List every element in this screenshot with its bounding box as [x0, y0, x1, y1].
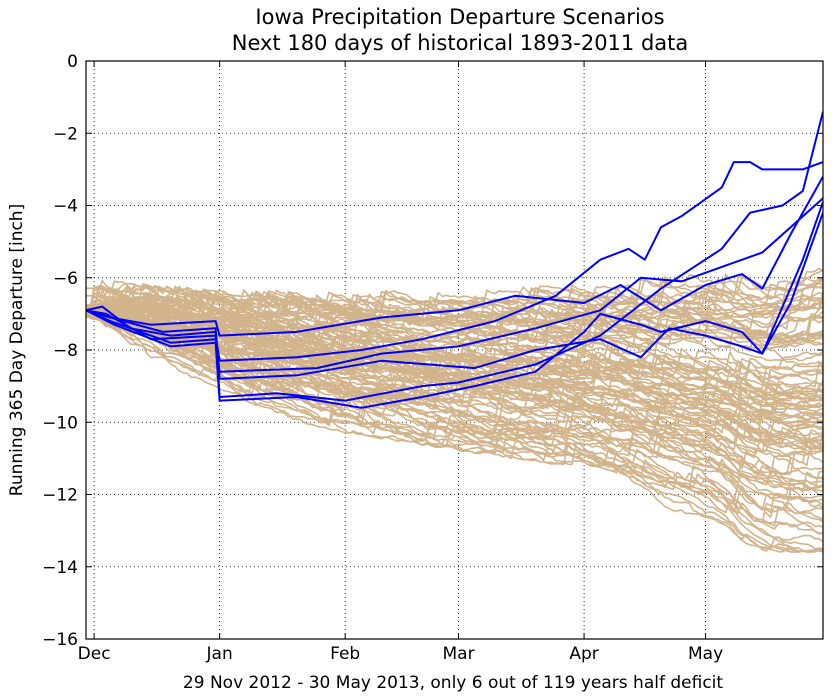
x-tick-label: May — [688, 644, 723, 664]
y-tick-label: −8 — [53, 341, 78, 361]
scenario-line — [86, 310, 823, 524]
scenario-line — [86, 304, 823, 553]
half-deficit-lines — [86, 111, 823, 409]
half-deficit-line — [86, 197, 823, 373]
scenario-line — [86, 312, 823, 553]
x-axis-label: 29 Nov 2012 - 30 May 2013, only 6 out of… — [183, 673, 723, 693]
half-deficit-line — [86, 212, 823, 380]
half-deficit-line — [86, 176, 823, 337]
y-axis-label: Running 365 Day Departure [inch] — [7, 204, 27, 496]
scenario-line — [86, 309, 823, 490]
y-tick-label: −4 — [53, 197, 78, 217]
scenario-line — [86, 308, 823, 528]
scenario-line — [86, 311, 823, 500]
y-tick-label: −10 — [42, 413, 78, 433]
chart-subtitle: Next 180 days of historical 1893-2011 da… — [232, 31, 689, 55]
x-tick-label: Jan — [206, 644, 233, 664]
y-tick-label: −6 — [53, 269, 78, 289]
scenario-line — [86, 302, 823, 359]
y-tick-label: −14 — [42, 558, 78, 578]
half-deficit-line — [86, 201, 823, 409]
scenario-line — [86, 310, 823, 437]
scenario-line — [86, 274, 823, 315]
x-tick-label: Apr — [569, 644, 598, 664]
scenario-line — [86, 311, 823, 527]
x-tick-label: Mar — [443, 644, 475, 664]
scenario-line — [86, 303, 823, 442]
chart-title: Iowa Precipitation Departure Scenarios — [255, 5, 664, 29]
scenario-line — [86, 309, 823, 407]
scenario-line — [86, 273, 823, 320]
scenario-line — [86, 299, 823, 458]
scenario-line — [86, 312, 823, 484]
y-tick-label: −12 — [42, 486, 78, 506]
x-tick-label: Dec — [78, 644, 111, 664]
y-tick-label: 0 — [67, 52, 78, 72]
scenario-line — [86, 286, 823, 331]
scenario-line — [86, 283, 823, 326]
scenario-line — [86, 301, 823, 506]
half-deficit-line — [86, 111, 823, 402]
y-tick-label: −2 — [53, 124, 78, 144]
y-tick-label: −16 — [42, 630, 78, 650]
x-tick-label: Feb — [330, 644, 360, 664]
